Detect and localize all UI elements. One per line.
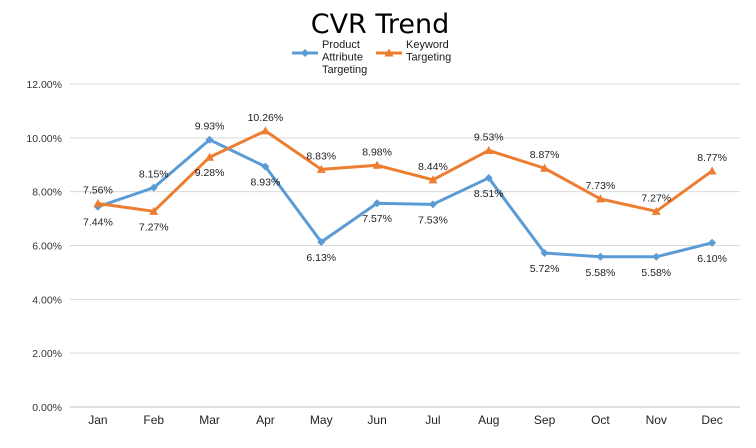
series-product-attribute-targeting (93, 135, 717, 261)
legend-label: Product (322, 39, 360, 51)
data-point (484, 145, 494, 154)
gridlines (70, 83, 740, 408)
y-tick-label: 2.00% (32, 348, 62, 360)
chart-title: CVR Trend (311, 9, 450, 40)
data-point (149, 183, 158, 192)
data-point (93, 199, 103, 208)
x-tick-label: Nov (646, 413, 667, 427)
series-line (97, 138, 713, 259)
legend-label: Attribute (322, 52, 363, 64)
data-point (596, 252, 605, 261)
legend-label: Targeting (406, 52, 451, 64)
y-axis: 0.00% 2.00% 4.00% 6.00% 8.00% 10.00% 12.00% (26, 79, 62, 414)
x-tick-label: Jan (88, 413, 107, 427)
data-point (316, 164, 326, 173)
data-label: 8.87% (530, 149, 560, 161)
data-label: 9.28% (195, 167, 225, 179)
data-label: 5.58% (586, 267, 616, 279)
data-label: 7.56% (83, 185, 113, 197)
x-tick-label: Mar (199, 413, 220, 427)
data-point (708, 238, 717, 247)
data-point (384, 48, 394, 57)
data-label: 5.58% (641, 267, 671, 279)
y-tick-label: 6.00% (32, 241, 62, 253)
data-point (540, 163, 550, 172)
data-point (261, 162, 270, 171)
data-label: 7.27% (641, 192, 671, 204)
data-point (301, 49, 309, 57)
data-point (149, 206, 159, 215)
data-label: 5.72% (530, 263, 560, 275)
data-label: 10.26% (248, 112, 284, 124)
legend-label: Keyword (406, 39, 449, 51)
x-tick-label: Jun (367, 413, 386, 427)
series-keyword-targeting (93, 126, 717, 215)
data-label: 8.51% (474, 188, 504, 200)
y-tick-label: 12.00% (26, 79, 62, 91)
data-label: 7.73% (586, 180, 616, 192)
data-point (373, 199, 382, 208)
x-tick-label: Oct (591, 413, 610, 427)
data-point (372, 160, 382, 169)
x-axis: Jan Feb Mar Apr May Jun Jul Aug Sep Oct Nov Dec (88, 413, 723, 427)
data-point (428, 175, 438, 184)
data-point (205, 152, 215, 161)
data-label: 6.13% (306, 252, 336, 264)
data-point (595, 194, 605, 203)
x-tick-label: Apr (256, 413, 275, 427)
data-point (651, 206, 661, 215)
chart-legend: ProductAttributeTargetingKeywordTargetin… (292, 39, 451, 76)
data-label: 9.93% (195, 121, 225, 133)
y-tick-label: 10.00% (26, 133, 62, 145)
data-label: 8.15% (139, 169, 169, 181)
series-layer (93, 126, 717, 261)
data-label: 8.77% (697, 152, 727, 164)
y-tick-label: 4.00% (32, 294, 62, 306)
data-point (540, 249, 549, 258)
data-point (652, 252, 661, 261)
data-point (707, 166, 717, 175)
data-point (484, 173, 493, 182)
data-point (205, 135, 214, 144)
x-tick-label: Jul (425, 413, 440, 427)
data-point (260, 126, 270, 135)
data-label: 8.44% (418, 161, 448, 173)
data-label: 8.93% (251, 177, 281, 189)
data-label: 7.53% (418, 214, 448, 226)
data-label: 9.53% (474, 131, 504, 143)
x-tick-label: Feb (143, 413, 164, 427)
data-label: 8.83% (306, 150, 336, 162)
series-line (97, 129, 713, 213)
data-label: 7.27% (139, 221, 169, 233)
data-point (317, 238, 326, 247)
x-tick-label: Aug (478, 413, 499, 427)
data-label: 6.10% (697, 253, 727, 265)
data-label: 7.44% (83, 217, 113, 229)
legend-label: Targeting (322, 64, 367, 76)
data-label: 7.57% (362, 213, 392, 225)
data-label: 8.98% (362, 146, 392, 158)
x-tick-label: May (310, 413, 333, 427)
data-labels: 7.44% 7.56% 8.15% 7.27% 9.93% 9.28% 8.93% 10.26… (83, 112, 727, 279)
y-tick-label: 0.00% (32, 402, 62, 414)
x-tick-label: Sep (534, 413, 556, 427)
y-tick-label: 8.00% (32, 187, 62, 199)
x-tick-label: Dec (701, 413, 722, 427)
data-point (428, 200, 437, 209)
